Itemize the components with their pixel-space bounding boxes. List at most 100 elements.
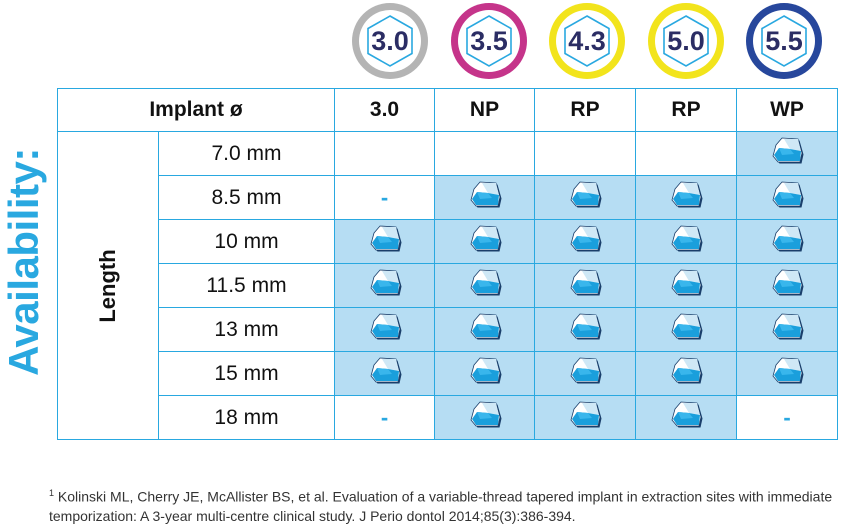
implant-diameter-header: Implant ø <box>57 88 335 132</box>
hexagon-icon <box>761 15 807 67</box>
availability-title: Availability: <box>0 148 47 376</box>
table-row: 18 mm - - <box>58 395 838 440</box>
column-header: WP <box>736 88 838 132</box>
implant-cap-icon <box>470 269 501 296</box>
table-row: 15 mm <box>58 351 838 396</box>
availability-cell <box>434 219 535 264</box>
hexagon-icon <box>564 15 610 67</box>
length-size: 11.5 mm <box>158 263 335 308</box>
table-row: Length 7.0 mm <box>57 131 838 440</box>
length-label-text: Length <box>95 248 120 323</box>
availability-cell <box>635 395 737 440</box>
badge-label: 3.5 <box>470 25 508 56</box>
implant-cap-icon <box>671 357 703 384</box>
diameter-badge: 4.3 <box>549 3 625 79</box>
availability-cell <box>334 351 435 396</box>
implant-cap-icon <box>470 313 501 340</box>
availability-cell <box>334 219 435 264</box>
length-size: 15 mm <box>158 351 335 396</box>
implant-cap-icon <box>570 181 602 208</box>
hexagon-icon <box>663 15 709 67</box>
availability-cell <box>635 263 737 308</box>
implant-cap-icon <box>570 313 602 340</box>
availability-cell <box>534 395 636 440</box>
implant-cap-icon <box>570 357 602 384</box>
length-size: 18 mm <box>158 395 335 440</box>
availability-cell <box>534 263 636 308</box>
implant-cap-icon <box>470 357 501 384</box>
availability-cell <box>736 263 838 308</box>
implant-cap-icon <box>772 137 804 164</box>
implant-cap-icon <box>470 401 501 428</box>
implant-cap-icon <box>671 313 703 340</box>
availability-cell <box>334 307 435 352</box>
diameter-badge: 3.5 <box>451 3 527 79</box>
implant-cap-icon <box>671 401 703 428</box>
availability-cell <box>534 307 636 352</box>
implant-cap-icon <box>470 181 501 208</box>
availability-cell <box>635 307 737 352</box>
table-header-row: Implant ø 3.0 NP RP RP WP <box>57 88 838 132</box>
column-header: RP <box>635 88 737 132</box>
unavailable-dash: - <box>783 404 791 430</box>
availability-cell <box>736 219 838 264</box>
diameter-badge: 5.0 <box>648 3 724 79</box>
badge-label: 3.0 <box>371 25 409 56</box>
implant-cap-icon <box>570 225 602 252</box>
implant-cap-icon <box>772 313 804 340</box>
availability-cell <box>534 219 636 264</box>
availability-cell <box>334 131 435 176</box>
implant-cap-icon <box>772 181 804 208</box>
length-size: 13 mm <box>158 307 335 352</box>
implant-cap-icon <box>570 401 602 428</box>
implant-cap-icon <box>370 269 401 296</box>
diameter-badges: 3.0 3.5 4.3 5.0 5.5 <box>0 0 841 80</box>
length-size: 10 mm <box>158 219 335 264</box>
footnote-marker: 1 <box>49 488 55 498</box>
diameter-badge: 3.0 <box>352 3 428 79</box>
implant-cap-icon <box>772 269 804 296</box>
availability-cell <box>534 131 636 176</box>
availability-cell <box>434 307 535 352</box>
column-header: NP <box>434 88 535 132</box>
diameter-badge: 5.5 <box>746 3 822 79</box>
implant-cap-icon <box>370 357 401 384</box>
availability-cell <box>635 131 737 176</box>
availability-cell <box>736 175 838 220</box>
length-label: Length <box>57 131 159 440</box>
badge-label: 5.0 <box>667 25 705 56</box>
hexagon-icon <box>367 15 413 67</box>
table-row: 10 mm <box>58 219 838 264</box>
footnote: 1 Kolinski ML, Cherry JE, McAllister BS,… <box>49 484 839 526</box>
availability-cell <box>736 131 838 176</box>
hexagon-icon <box>466 15 512 67</box>
availability-cell: - <box>334 395 435 440</box>
implant-cap-icon <box>570 269 602 296</box>
availability-cell <box>635 175 737 220</box>
availability-cell <box>736 307 838 352</box>
implant-cap-icon <box>470 225 501 252</box>
availability-cell <box>434 395 535 440</box>
implant-cap-icon <box>671 225 703 252</box>
availability-table: Implant ø 3.0 NP RP RP WP Length 7.0 mm 8.… <box>57 88 838 440</box>
availability-cell <box>434 131 535 176</box>
table-row: 8.5 mm - <box>58 175 838 220</box>
implant-cap-icon <box>772 357 804 384</box>
implant-cap-icon <box>370 313 401 340</box>
availability-cell: - <box>736 395 838 440</box>
availability-cell <box>434 263 535 308</box>
availability-cell <box>635 219 737 264</box>
badge-label: 4.3 <box>568 25 606 56</box>
length-size: 7.0 mm <box>158 131 335 176</box>
column-header: RP <box>534 88 636 132</box>
footnote-text: Kolinski ML, Cherry JE, McAllister BS, e… <box>49 488 833 524</box>
availability-cell <box>334 263 435 308</box>
length-size: 8.5 mm <box>158 175 335 220</box>
availability-cell <box>736 351 838 396</box>
implant-cap-icon <box>772 225 804 252</box>
availability-cell <box>534 175 636 220</box>
column-header: 3.0 <box>334 88 435 132</box>
availability-cell <box>635 351 737 396</box>
badge-label: 5.5 <box>765 25 803 56</box>
table-row: 13 mm <box>58 307 838 352</box>
